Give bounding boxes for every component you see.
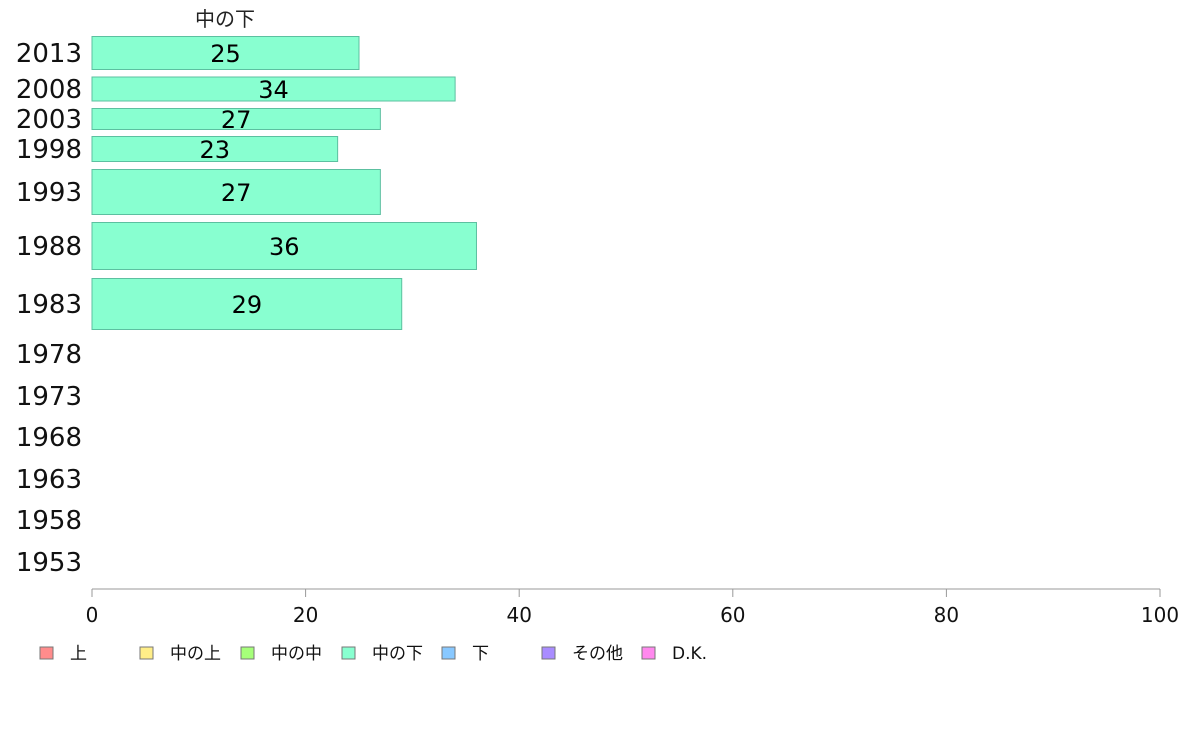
x-tick-label-60: 60	[720, 603, 745, 627]
legend-label-3: 中の下	[372, 644, 423, 664]
category-label-1993: 1993	[16, 178, 82, 208]
category-label-1968: 1968	[16, 423, 82, 453]
legend-swatch-3	[341, 646, 356, 660]
bar-2013	[91, 36, 360, 70]
legend-label-6: D.K.	[672, 644, 707, 664]
legend-label-0: 上	[70, 644, 87, 664]
legend-label-4: 下	[472, 644, 489, 664]
bar-2003	[91, 108, 381, 130]
bar-1998	[91, 136, 339, 162]
category-label-2003: 2003	[16, 105, 82, 135]
bar-1983	[91, 278, 403, 330]
bar-2008	[91, 76, 456, 102]
legend-label-2: 中の中	[271, 644, 322, 664]
bar-value-label-2008: 34	[258, 76, 289, 104]
bar-value-label-2013: 25	[210, 40, 241, 68]
legend-label-1: 中の上	[170, 644, 221, 664]
bar-value-label-1998: 23	[200, 136, 231, 164]
legend-label-5: その他	[572, 644, 623, 664]
category-label-2013: 2013	[16, 39, 82, 69]
bar-1993	[91, 169, 381, 215]
legend-swatch-6	[641, 646, 656, 660]
legend-swatch-2	[240, 646, 255, 660]
category-label-1963: 1963	[16, 465, 82, 495]
category-label-1998: 1998	[16, 135, 82, 165]
x-tick-label-80: 80	[934, 603, 959, 627]
category-label-1973: 1973	[16, 382, 82, 412]
x-tick-label-40: 40	[506, 603, 531, 627]
bar-value-label-1993: 27	[221, 179, 252, 207]
legend-swatch-0	[39, 646, 54, 660]
bar-value-label-1983: 29	[232, 291, 263, 319]
x-tick-label-0: 0	[86, 603, 99, 627]
bar-value-label-1988: 36	[269, 233, 300, 261]
legend-swatch-4	[441, 646, 456, 660]
x-tick-label-100: 100	[1141, 603, 1179, 627]
series-title: 中の下	[195, 7, 255, 31]
category-label-1958: 1958	[16, 506, 82, 536]
category-label-2008: 2008	[16, 75, 82, 105]
category-label-1988: 1988	[16, 232, 82, 262]
legend-swatch-1	[139, 646, 154, 660]
category-label-1983: 1983	[16, 290, 82, 320]
category-label-1953: 1953	[16, 548, 82, 578]
bar-1988	[91, 222, 477, 270]
bar-value-label-2003: 27	[221, 106, 252, 134]
legend-swatch-5	[541, 646, 556, 660]
category-label-1978: 1978	[16, 340, 82, 370]
x-tick-label-20: 20	[293, 603, 318, 627]
